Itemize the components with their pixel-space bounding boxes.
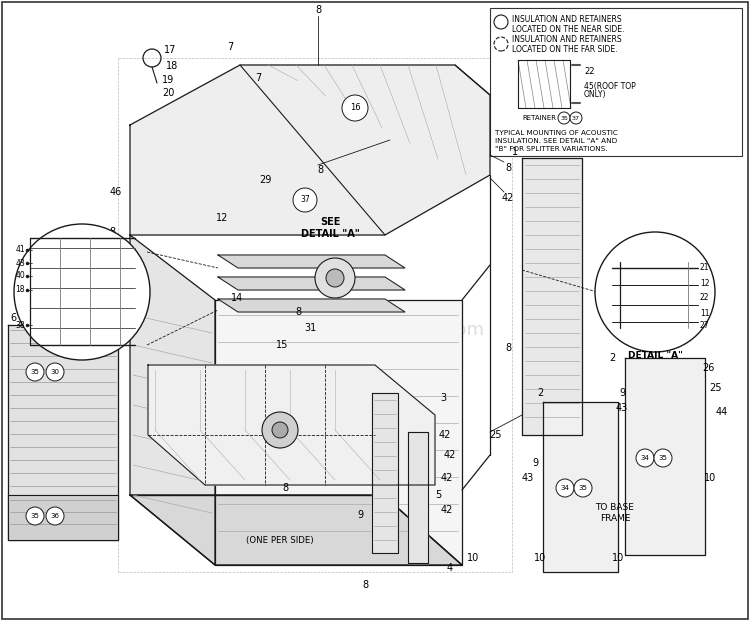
Polygon shape [372,393,398,553]
Circle shape [556,479,574,497]
Text: 10: 10 [534,553,546,563]
Text: 25: 25 [710,383,722,393]
Text: 27: 27 [700,320,709,330]
Text: 38: 38 [15,320,25,330]
Text: 18: 18 [166,61,178,71]
Text: 37: 37 [300,196,310,204]
Text: 42: 42 [502,193,515,203]
Text: 9: 9 [619,388,625,398]
Text: 8: 8 [295,307,301,317]
Text: 42: 42 [441,473,453,483]
Text: 29: 29 [259,175,272,185]
Text: 6: 6 [10,313,16,323]
Polygon shape [8,325,118,540]
Circle shape [558,112,570,124]
Polygon shape [408,432,428,563]
Text: 10: 10 [704,473,716,483]
Text: LOCATED ON THE FAR SIDE.: LOCATED ON THE FAR SIDE. [512,45,617,53]
Text: 17: 17 [164,45,176,55]
Text: 35: 35 [578,485,587,491]
Text: 43: 43 [616,403,628,413]
Text: 8: 8 [505,163,511,173]
Polygon shape [215,300,462,565]
Text: 1: 1 [512,147,518,157]
Text: 8: 8 [315,5,321,15]
Text: 22: 22 [584,68,595,76]
Text: 8: 8 [505,343,511,353]
Text: ONLY): ONLY) [584,91,607,99]
Circle shape [272,422,288,438]
Text: 12: 12 [216,213,228,223]
Text: 35: 35 [658,455,668,461]
Text: TYPICAL MOUNTING OF ACOUSTIC: TYPICAL MOUNTING OF ACOUSTIC [495,130,618,136]
Text: 42: 42 [439,430,452,440]
Text: 30: 30 [50,369,59,375]
Text: 14: 14 [231,293,243,303]
Text: 10: 10 [612,553,624,563]
Circle shape [574,479,592,497]
Text: 20: 20 [162,88,174,98]
Text: 31: 31 [304,323,316,333]
Text: 12: 12 [700,278,709,288]
Text: 16: 16 [350,104,360,112]
Circle shape [570,112,582,124]
Circle shape [46,363,64,381]
Text: 37: 37 [572,116,580,120]
Text: (ONE PER SIDE): (ONE PER SIDE) [246,535,314,545]
Text: 43: 43 [522,473,534,483]
Text: 5: 5 [435,490,441,500]
Text: 42: 42 [444,450,456,460]
Text: 8: 8 [317,165,323,175]
FancyBboxPatch shape [490,8,742,156]
Circle shape [654,449,672,467]
Text: 4: 4 [447,563,453,573]
Text: 8: 8 [282,483,288,493]
Text: TO BASE
FRAME: TO BASE FRAME [596,503,634,523]
Circle shape [636,449,654,467]
Text: 9: 9 [532,458,538,468]
Text: 25: 25 [489,430,501,440]
Text: 46: 46 [110,187,122,197]
Polygon shape [8,495,118,540]
Text: 2: 2 [537,388,543,398]
Text: 7: 7 [226,42,233,52]
Text: 26: 26 [702,363,714,373]
Circle shape [595,232,715,352]
Text: 8: 8 [362,580,368,590]
Polygon shape [543,402,618,572]
Circle shape [262,412,298,448]
Polygon shape [218,277,405,290]
Polygon shape [148,365,435,485]
Text: 21: 21 [700,263,709,273]
Polygon shape [218,299,405,312]
Text: 3: 3 [440,393,446,403]
Circle shape [26,363,44,381]
Text: 18: 18 [16,286,25,294]
Text: 15: 15 [276,340,288,350]
Text: 35: 35 [31,513,40,519]
Text: LOCATED ON THE NEAR SIDE.: LOCATED ON THE NEAR SIDE. [512,24,624,34]
Text: 8: 8 [109,227,115,237]
Polygon shape [625,358,705,555]
Circle shape [293,188,317,212]
Polygon shape [130,495,462,565]
Text: INSULATION. SEE DETAIL "A" AND: INSULATION. SEE DETAIL "A" AND [495,138,617,144]
Polygon shape [130,65,490,235]
Text: 34: 34 [640,455,650,461]
Text: 44: 44 [716,407,728,417]
Circle shape [46,507,64,525]
Text: 35: 35 [560,116,568,120]
Text: 41: 41 [15,245,25,255]
Text: INSULATION AND RETAINERS: INSULATION AND RETAINERS [512,14,622,24]
Text: 45(ROOF TOP: 45(ROOF TOP [584,81,636,91]
Text: DETAIL "A": DETAIL "A" [628,350,682,360]
Text: INSULATION AND RETAINERS: INSULATION AND RETAINERS [512,35,622,43]
Text: 7: 7 [255,73,261,83]
Text: 36: 36 [50,513,59,519]
Circle shape [342,95,368,121]
Polygon shape [522,158,582,435]
Text: RETAINER: RETAINER [522,115,556,121]
Text: "B" FOR SPLITTER VARIATIONS.: "B" FOR SPLITTER VARIATIONS. [495,146,608,152]
Circle shape [326,269,344,287]
